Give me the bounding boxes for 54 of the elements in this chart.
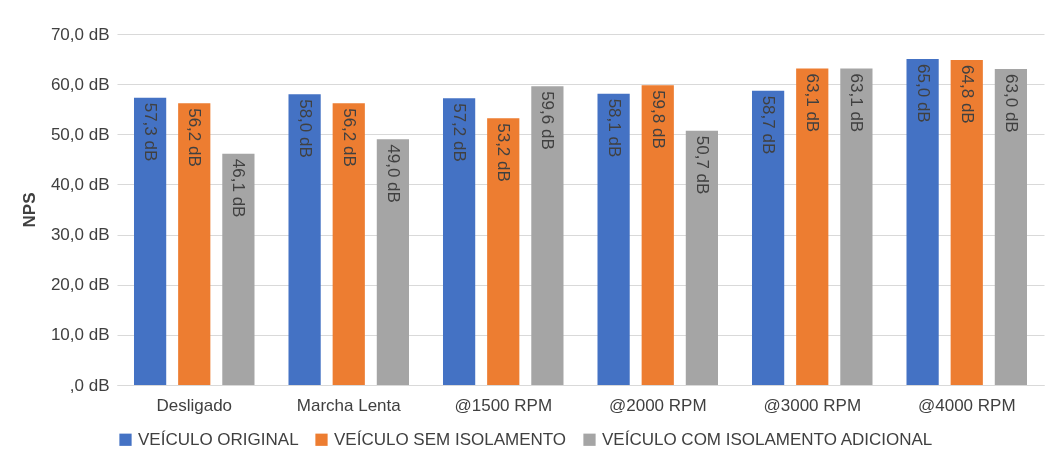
bar xyxy=(222,153,255,385)
y-tick-label: 70,0 dB xyxy=(50,24,110,44)
data-label: 57,2 dB xyxy=(450,103,470,162)
y-tick-label: 40,0 dB xyxy=(50,174,110,194)
bar xyxy=(751,90,785,385)
data-label: 57,3 dB xyxy=(141,102,161,162)
data-label: 64,8 dB xyxy=(957,65,977,124)
x-tick-label: @4000 RPM xyxy=(917,395,1016,415)
x-tick-label: @1500 RPM xyxy=(454,395,553,415)
data-label: 58,0 dB xyxy=(295,99,315,158)
bar xyxy=(332,103,365,385)
legend-label: VEÍCULO ORIGINAL xyxy=(138,429,299,449)
x-tick-label: @2000 RPM xyxy=(608,395,707,415)
data-label: 63,0 dB xyxy=(1001,74,1021,133)
y-axis-title: NPS xyxy=(19,192,39,228)
data-label: 49,0 dB xyxy=(383,144,403,203)
y-tick-label: ,0 dB xyxy=(69,375,110,395)
data-label: 53,2 dB xyxy=(494,123,514,182)
bar xyxy=(796,68,829,385)
bar xyxy=(906,59,939,385)
data-label: 63,1 dB xyxy=(847,73,867,133)
y-tick-label: 60,0 dB xyxy=(50,74,110,94)
bar xyxy=(840,68,873,385)
y-tick-label: 50,0 dB xyxy=(50,124,110,144)
data-label: 56,2 dB xyxy=(339,108,359,167)
data-label: 58,1 dB xyxy=(604,98,624,158)
bar xyxy=(950,60,983,385)
bar xyxy=(685,130,719,385)
y-tick-label: 10,0 dB xyxy=(50,325,110,345)
bar xyxy=(531,86,564,385)
y-tick-label: 30,0 dB xyxy=(50,225,110,245)
bar xyxy=(178,103,211,385)
legend-label: VEÍCULO COM ISOLAMENTO ADICIONAL xyxy=(602,429,933,449)
data-label: 58,7 dB xyxy=(759,95,779,155)
data-label: 63,1 dB xyxy=(803,73,823,133)
data-label: 59,6 dB xyxy=(538,91,558,150)
bar xyxy=(487,118,520,385)
x-tick-label: @3000 RPM xyxy=(763,395,862,415)
bar xyxy=(994,69,1028,385)
y-tick-label: 20,0 dB xyxy=(50,275,110,295)
bar xyxy=(443,98,476,385)
bar xyxy=(134,97,167,385)
x-tick-label: Desligado xyxy=(156,395,233,415)
data-label: 59,8 dB xyxy=(648,90,668,149)
data-label: 50,7 dB xyxy=(692,135,712,195)
bar xyxy=(597,93,630,385)
data-label: 46,1 dB xyxy=(229,158,249,218)
data-label: 65,0 dB xyxy=(913,64,933,123)
bar xyxy=(641,85,674,385)
data-label: 56,2 dB xyxy=(185,108,205,167)
x-tick-label: Marcha Lenta xyxy=(296,395,402,415)
bar xyxy=(288,94,321,385)
bar xyxy=(376,139,410,385)
legend-label: VEÍCULO SEM ISOLAMENTO xyxy=(334,429,567,449)
